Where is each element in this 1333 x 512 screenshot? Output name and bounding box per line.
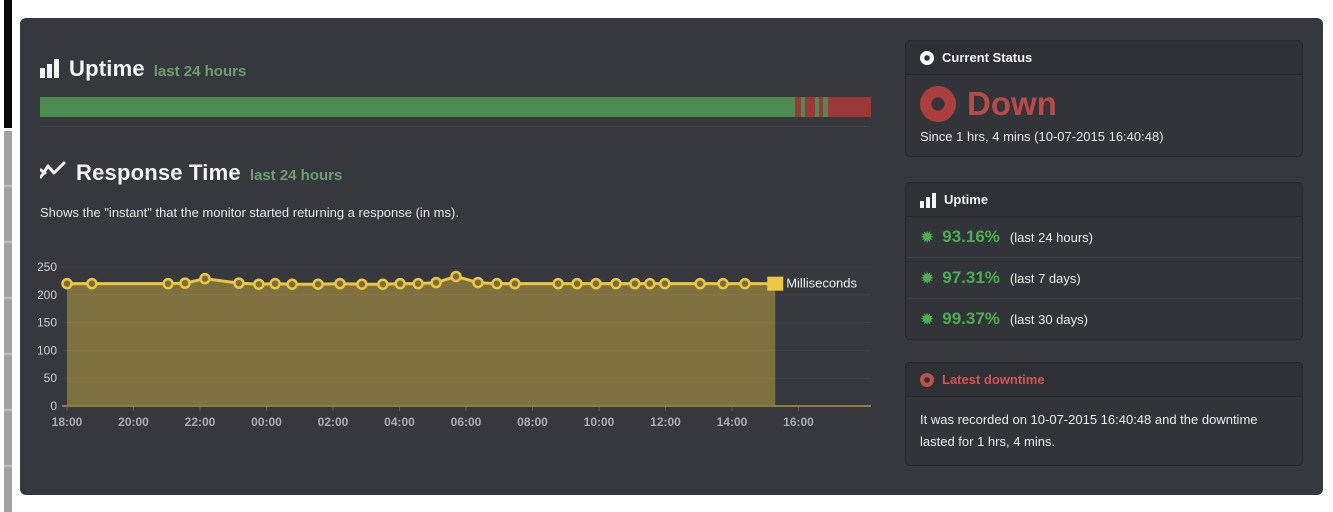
svg-text:14:00: 14:00 bbox=[717, 415, 748, 429]
uptime-segment-down bbox=[804, 97, 815, 117]
latest-downtime-panel: Latest downtime It was recorded on 10-07… bbox=[905, 362, 1303, 467]
response-time-chart[interactable]: 0 50 100 150 200 250 18:00 20:00 22:00 00:00 02:00… bbox=[37, 252, 883, 434]
down-status-icon bbox=[920, 86, 956, 122]
svg-text:02:00: 02:00 bbox=[318, 415, 349, 429]
background-edge-element-light bbox=[4, 131, 12, 512]
uptime-label-24h: (last 24 hours) bbox=[1009, 229, 1094, 245]
uptime-row-7d: ✹ 97.31% (last 7 days) bbox=[906, 257, 1302, 298]
uptime-segment-down bbox=[818, 97, 824, 117]
uptime-timeline-bar[interactable] bbox=[40, 97, 871, 117]
sun-badge-icon: ✹ bbox=[920, 309, 935, 329]
uptime-segment-up bbox=[800, 97, 805, 117]
svg-text:Milliseconds: Milliseconds bbox=[786, 276, 857, 291]
current-status-panel-title: Current Status bbox=[942, 50, 1033, 65]
svg-text:10:00: 10:00 bbox=[584, 415, 615, 429]
uptime-section-title: Uptime bbox=[69, 56, 145, 81]
svg-text:20:00: 20:00 bbox=[118, 415, 149, 429]
svg-text:150: 150 bbox=[38, 316, 57, 330]
latest-downtime-text: It was recorded on 10-07-2015 16:40:48 a… bbox=[920, 412, 1258, 450]
current-status-panel-header: Current Status bbox=[906, 41, 1302, 75]
svg-text:08:00: 08:00 bbox=[517, 415, 548, 429]
svg-text:0: 0 bbox=[50, 399, 57, 413]
response-time-description: Shows the "instant" that the monitor sta… bbox=[40, 205, 459, 220]
uptime-stats-panel: Uptime ✹ 93.16% (last 24 hours) ✹ 97.31%… bbox=[905, 182, 1303, 340]
uptime-label-7d: (last 7 days) bbox=[1009, 270, 1081, 286]
response-time-section-header: Response Time last 24 hours bbox=[39, 158, 343, 188]
sun-badge-icon: ✹ bbox=[920, 227, 935, 247]
status-value: Down bbox=[967, 85, 1057, 122]
uptime-value-7d: 97.31% bbox=[942, 268, 1000, 287]
current-status-body: Down Since 1 hrs, 4 mins (10-07-2015 16:… bbox=[906, 75, 1302, 156]
svg-text:18:00: 18:00 bbox=[52, 415, 83, 429]
uptime-row-30d: ✹ 99.37% (last 30 days) bbox=[906, 298, 1302, 339]
svg-text:12:00: 12:00 bbox=[650, 415, 681, 429]
response-time-section-title: Response Time bbox=[76, 160, 241, 185]
svg-text:50: 50 bbox=[44, 371, 58, 385]
bar-chart-icon bbox=[40, 59, 59, 78]
section-divider bbox=[40, 126, 871, 127]
uptime-stats-panel-title: Uptime bbox=[944, 192, 989, 207]
svg-text:04:00: 04:00 bbox=[384, 415, 415, 429]
current-status-panel: Current Status Down Since 1 hrs, 4 mins … bbox=[905, 40, 1303, 157]
uptime-segment-up bbox=[823, 97, 829, 117]
status-dot-icon bbox=[920, 50, 934, 65]
background-edge-element-dark bbox=[4, 0, 12, 128]
uptime-value-30d: 99.37% bbox=[942, 309, 1000, 328]
response-time-section-subtitle: last 24 hours bbox=[249, 167, 343, 184]
uptime-stats-panel-header: Uptime bbox=[906, 183, 1302, 217]
uptime-segment-up bbox=[814, 97, 819, 117]
latest-downtime-panel-header: Latest downtime bbox=[906, 363, 1302, 397]
bar-chart-icon bbox=[920, 193, 936, 208]
uptime-segment-down bbox=[794, 97, 801, 117]
downtime-dot-icon bbox=[920, 372, 934, 387]
uptime-label-30d: (last 30 days) bbox=[1009, 311, 1088, 327]
status-since-text: Since 1 hrs, 4 mins (10-07-2015 16:40:48… bbox=[920, 129, 1164, 144]
uptime-segment-down bbox=[828, 97, 871, 117]
svg-text:100: 100 bbox=[38, 343, 57, 357]
sun-badge-icon: ✹ bbox=[920, 268, 935, 288]
uptime-segment-up bbox=[40, 97, 795, 117]
svg-text:16:00: 16:00 bbox=[783, 415, 814, 429]
svg-text:200: 200 bbox=[38, 288, 57, 302]
latest-downtime-panel-title: Latest downtime bbox=[942, 372, 1045, 387]
svg-text:250: 250 bbox=[38, 260, 57, 274]
svg-text:06:00: 06:00 bbox=[451, 415, 482, 429]
line-chart-icon bbox=[39, 161, 66, 188]
svg-text:00:00: 00:00 bbox=[251, 415, 282, 429]
uptime-section-header: Uptime last 24 hours bbox=[40, 56, 246, 82]
uptime-row-24h: ✹ 93.16% (last 24 hours) bbox=[906, 217, 1302, 257]
uptime-value-24h: 93.16% bbox=[942, 227, 1000, 246]
uptime-section-subtitle: last 24 hours bbox=[153, 63, 247, 80]
monitor-details-card: Uptime last 24 hours Response Time last … bbox=[20, 18, 1323, 495]
svg-text:22:00: 22:00 bbox=[185, 415, 216, 429]
